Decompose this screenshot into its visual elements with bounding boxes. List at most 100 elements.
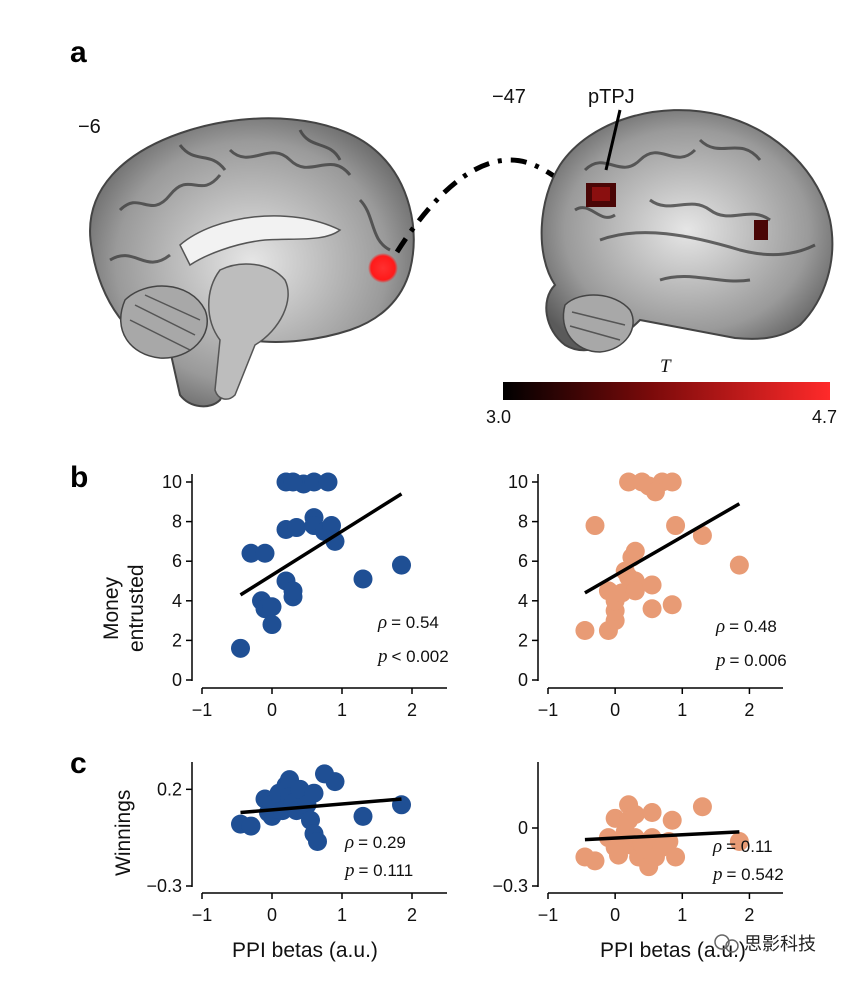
fit-line: [240, 797, 402, 815]
scatter-point: [575, 621, 595, 640]
p-symbol: p: [343, 860, 355, 881]
y-tick-label: 10: [162, 472, 182, 492]
x-tick-label: 1: [337, 905, 347, 925]
y-tick-label: 0: [172, 670, 182, 690]
scatter-point: [353, 569, 373, 589]
ptpj-region-label: pTPJ: [588, 86, 635, 108]
scatter-point: [283, 581, 303, 601]
x-tick-label: −1: [538, 700, 559, 720]
panel-letter-c: c: [70, 747, 87, 780]
scatter-point: [262, 615, 282, 635]
y-tick-label: 4: [518, 591, 528, 611]
scatter-point: [262, 597, 282, 617]
scatter-point: [729, 832, 749, 852]
y-tick-label: 0.2: [157, 779, 182, 799]
y-tick-label: 2: [172, 630, 182, 650]
fit-line: [584, 830, 740, 842]
scatter-point: [662, 810, 682, 830]
scatter-point: [642, 599, 662, 619]
xlabel-ppi-right: PPI betas (a.u.): [600, 939, 746, 962]
rho-symbol: ρ: [377, 612, 387, 633]
lateral-slice-label: −47: [492, 86, 526, 108]
rho-value: = 0.11: [726, 837, 772, 856]
vmpfc-seed-marker: [368, 253, 398, 283]
scatter-point: [283, 472, 303, 492]
p-stat: p = 0.006: [714, 650, 787, 671]
rho-symbol: ρ: [344, 832, 354, 853]
scatter-point: [304, 783, 324, 803]
y-tick-label: −0.3: [146, 876, 182, 896]
rho-symbol: ρ: [715, 616, 725, 637]
p-value: = 0.006: [730, 651, 787, 670]
scatter-point: [642, 575, 662, 595]
rho-symbol: ρ: [712, 836, 722, 857]
p-stat: p = 0.111: [343, 860, 413, 881]
x-tick-label: 1: [337, 700, 347, 720]
x-tick-label: −1: [538, 905, 559, 925]
scatter-point: [625, 804, 645, 824]
x-tick-label: 0: [267, 700, 277, 720]
scatter-point: [287, 518, 306, 538]
x-tick-label: 1: [677, 700, 687, 720]
p-value: = 0.111: [359, 861, 414, 880]
scatter-point: [662, 472, 682, 492]
x-tick-label: 0: [610, 700, 620, 720]
x-tick-label: 2: [744, 700, 754, 720]
scatter-point: [625, 541, 645, 561]
p-value: = 0.542: [727, 865, 784, 884]
y-tick-label: 0: [518, 670, 528, 690]
x-tick-label: 2: [407, 905, 417, 925]
ylabel-money-line1: Money: [100, 576, 123, 640]
fit-line: [239, 492, 403, 597]
scatter-point: [353, 806, 373, 826]
ptpj-cluster-core: [592, 187, 610, 201]
y-tick-label: 10: [508, 472, 528, 492]
p-symbol: p: [711, 864, 723, 885]
x-tick-label: −1: [192, 905, 213, 925]
colorbar-min-label: 3.0: [486, 407, 511, 427]
p-value: < 0.002: [392, 647, 449, 666]
watermark-text: 思影科技: [744, 934, 816, 955]
rho-value: = 0.54: [391, 613, 439, 632]
scatter-point: [304, 472, 324, 492]
ylabel-money-line2: entrusted: [125, 564, 148, 652]
scatter-point: [241, 543, 261, 563]
wechat-icon: [714, 934, 730, 950]
scatter-point: [729, 555, 749, 575]
y-tick-label: 6: [518, 551, 528, 571]
rho-stat: ρ = 0.48: [715, 616, 777, 637]
y-tick-label: 0: [518, 818, 528, 838]
ylabel-winnings: Winnings: [112, 790, 135, 876]
scatter-point: [692, 525, 712, 545]
scatter-point: [392, 555, 411, 575]
scatter-point: [325, 772, 345, 792]
panel-letter-b: b: [70, 461, 88, 494]
scatter-point: [308, 832, 327, 852]
xlabel-ppi-left: PPI betas (a.u.): [232, 939, 378, 962]
rho-value: = 0.29: [358, 833, 406, 852]
x-tick-label: 1: [677, 905, 687, 925]
scatter-point: [231, 638, 250, 658]
medial-slice-label: −6: [78, 116, 101, 138]
watermark: 思影科技: [714, 934, 816, 955]
frontal-cluster: [754, 220, 768, 240]
y-tick-label: 6: [172, 551, 182, 571]
x-tick-label: −1: [192, 700, 213, 720]
colorbar-max-label: 4.7: [812, 407, 837, 427]
rho-stat: ρ = 0.54: [377, 612, 439, 633]
p-stat: p = 0.542: [711, 864, 784, 885]
connectivity-dashed-line: [394, 157, 562, 254]
medial-brain-slice: [89, 117, 415, 408]
panel-letter-a: a: [70, 36, 87, 69]
scatter-point: [585, 516, 605, 536]
scatter-c-winnings-orange: −0.30−1 0 1 2ρ = 0.11p = 0.542: [492, 762, 784, 925]
rho-value: = 0.48: [729, 617, 777, 636]
scatter-point: [255, 543, 275, 563]
x-tick-label: 0: [610, 905, 620, 925]
x-tick-label: 0: [267, 905, 277, 925]
t-colorbar: [503, 382, 830, 400]
rho-stat: ρ = 0.11: [712, 836, 773, 857]
